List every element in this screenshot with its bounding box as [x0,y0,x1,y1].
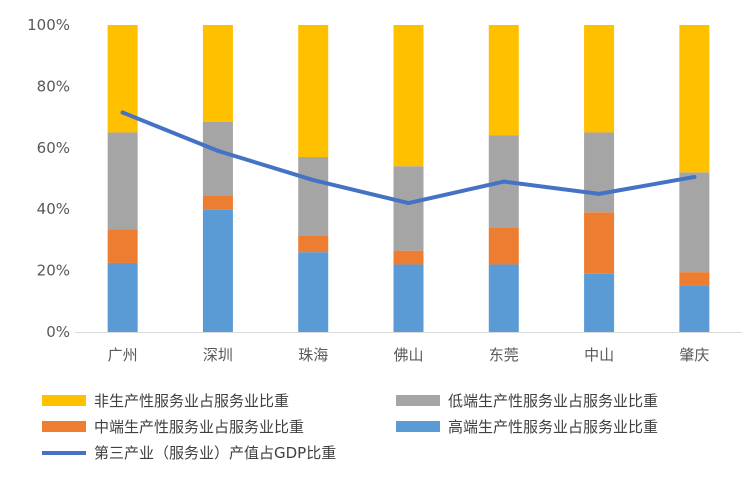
bar-segment-3 [584,25,615,133]
bar-segment-1 [202,195,233,210]
bar-segment-1 [584,212,615,274]
y-tick-label: 20% [37,262,70,280]
line-point [406,201,411,206]
y-tick-label: 40% [37,200,70,218]
bar-segment-0 [679,285,710,332]
line-point [311,178,316,183]
bar-segment-2 [584,132,615,213]
bar-segment-2 [393,166,424,251]
bars-layer [107,25,710,332]
bar-segment-3 [679,25,710,173]
line-point [501,179,506,184]
bar-segment-3 [202,25,233,122]
line-point [215,148,220,153]
bar-segment-0 [107,262,138,332]
line-layer [120,110,697,206]
bar-segment-1 [488,227,519,265]
bar-segment-3 [393,25,424,167]
x-tick-label: 东莞 [489,346,519,364]
bar-segment-0 [584,273,615,332]
axis-layer: 0% 20% 40% 60% 80% 100% 广州 深圳 珠海 佛山 东莞 中山 肇庆 [27,16,742,364]
x-tick-label: 珠海 [298,346,328,364]
line-point [120,110,125,115]
bar-segment-2 [107,132,138,230]
bar-segment-3 [298,25,329,158]
bar-segment-0 [488,264,519,332]
y-tick-label: 60% [37,139,70,157]
x-tick-label: 肇庆 [679,346,709,364]
bar-segment-1 [679,272,710,286]
bar-segment-1 [107,229,138,263]
bar-segment-3 [488,25,519,136]
x-tick-label: 中山 [584,346,614,364]
y-tick-label: 100% [27,16,70,34]
y-tick-label: 0% [46,323,70,341]
bar-segment-1 [298,235,329,253]
y-tick-label: 80% [37,77,70,95]
bar-segment-2 [298,157,329,236]
line-point [597,191,602,196]
x-tick-label: 佛山 [393,346,423,364]
bar-segment-2 [679,172,710,273]
line-point [692,174,697,179]
bar-segment-0 [202,209,233,332]
bar-segment-2 [202,121,233,196]
x-tick-label: 深圳 [203,346,233,364]
bar-segment-0 [298,252,329,332]
x-tick-label: 广州 [108,346,138,364]
bar-segment-1 [393,250,424,265]
bar-segment-0 [393,264,424,332]
